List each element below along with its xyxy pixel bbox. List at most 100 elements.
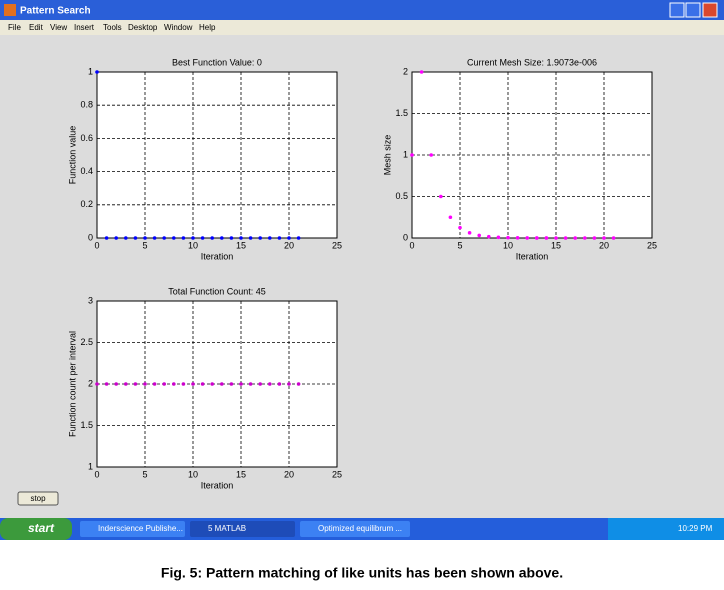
menu-item[interactable]: Desktop <box>128 23 158 32</box>
clock: 10:29 PM <box>678 524 713 533</box>
y-tick-label: 0.2 <box>80 199 93 209</box>
x-tick-label: 10 <box>503 240 513 250</box>
close-button[interactable] <box>702 2 718 18</box>
task-button[interactable] <box>80 521 185 537</box>
y-tick-label: 1 <box>88 66 93 76</box>
data-point <box>287 382 291 386</box>
data-point <box>143 236 147 240</box>
data-point <box>296 236 301 240</box>
data-point <box>611 236 616 240</box>
start-label[interactable]: start <box>28 521 55 535</box>
data-point <box>229 236 234 240</box>
y-tick-label: 2 <box>88 378 93 388</box>
task-button[interactable] <box>190 521 295 537</box>
data-point <box>143 382 147 386</box>
data-point <box>515 236 520 240</box>
start-button[interactable] <box>0 518 72 540</box>
data-point <box>133 236 138 240</box>
data-point <box>248 236 253 240</box>
data-point <box>467 231 472 235</box>
data-point <box>133 382 138 386</box>
y-tick-label: 0 <box>88 232 93 242</box>
x-tick-label: 20 <box>284 469 294 479</box>
menu-item[interactable]: Tools <box>103 23 122 32</box>
y-tick-label: 2 <box>403 66 408 76</box>
data-point <box>439 194 443 199</box>
menu: File Edit View Insert Tools Desktop Window Help <box>8 23 216 32</box>
window-title: Pattern Search <box>20 6 91 17</box>
x-tick-label: 0 <box>409 240 414 250</box>
data-point <box>172 382 176 386</box>
charts: Best Function Value: 0 Iteration Function … <box>67 57 657 490</box>
data-point <box>172 236 176 240</box>
x-tick-label: 10 <box>188 469 198 479</box>
menu-item[interactable]: Window <box>164 23 193 32</box>
y-tick-label: 0 <box>403 232 408 242</box>
data-point <box>95 382 99 386</box>
data-point <box>152 236 157 240</box>
data-point <box>573 236 577 240</box>
plot-frame <box>96 71 338 239</box>
data-point <box>191 236 195 240</box>
data-point <box>583 236 587 240</box>
data-point <box>458 225 462 230</box>
task-items: Inderscience Publishe... 5 MATLAB Optimize… <box>80 521 410 537</box>
menu-item[interactable]: Help <box>199 23 216 32</box>
data-point <box>258 382 263 386</box>
menu-item[interactable]: Edit <box>29 23 44 32</box>
data-point <box>277 382 282 386</box>
data-point <box>554 236 558 240</box>
x-axis-label: Iteration <box>201 480 234 490</box>
task-label[interactable]: Optimized equilibrum ... <box>318 524 402 533</box>
data-point <box>410 153 414 157</box>
data-point <box>429 153 434 157</box>
data-point <box>114 236 118 240</box>
menu-item[interactable]: Insert <box>74 23 95 32</box>
data-point <box>544 236 549 240</box>
data-point <box>496 235 501 240</box>
task-button[interactable] <box>300 521 410 537</box>
data-point <box>239 236 243 240</box>
data-point <box>162 382 166 386</box>
data-point <box>287 236 291 240</box>
task-label[interactable]: Inderscience Publishe... <box>98 524 183 533</box>
data-point <box>95 70 99 74</box>
y-tick-label: 0.5 <box>395 191 408 201</box>
data-point <box>277 236 282 240</box>
y-tick-label: 0.4 <box>80 166 93 176</box>
data-point <box>181 236 186 240</box>
plot-area <box>96 71 338 239</box>
y-tick-label: 1.5 <box>80 420 93 430</box>
caption: Fig. 5: Pattern matching of like units h… <box>161 565 563 581</box>
data-point <box>296 382 301 386</box>
x-tick-label: 10 <box>188 240 198 250</box>
x-tick-label: 5 <box>142 469 147 479</box>
data-point <box>248 382 253 386</box>
menu-item[interactable]: View <box>50 23 67 32</box>
menu-item[interactable]: File <box>8 23 21 32</box>
data-point <box>124 382 128 386</box>
stop-button[interactable] <box>17 491 59 506</box>
x-axis-label: Iteration <box>201 251 234 261</box>
chart-title: Current Mesh Size: 1.9073e-006 <box>467 57 597 67</box>
data-point <box>220 382 224 386</box>
task-label[interactable]: 5 MATLAB <box>208 524 246 533</box>
x-tick-label: 20 <box>284 240 294 250</box>
data-point <box>200 382 205 386</box>
data-point <box>210 382 214 386</box>
data-point <box>210 236 214 240</box>
y-tick-label: 0.8 <box>80 100 93 110</box>
maximize-button[interactable] <box>685 2 701 18</box>
data-point <box>200 236 205 240</box>
data-point <box>592 236 597 240</box>
stop-label[interactable]: stop <box>30 494 46 503</box>
chart-title: Total Function Count: 45 <box>168 286 266 296</box>
title-bar <box>0 0 724 20</box>
data-point <box>220 236 224 240</box>
x-tick-label: 15 <box>236 469 246 479</box>
menu-bar <box>0 20 724 35</box>
x-axis-label: Iteration <box>516 251 549 261</box>
minimize-button[interactable] <box>669 2 685 18</box>
data-point <box>152 382 157 386</box>
